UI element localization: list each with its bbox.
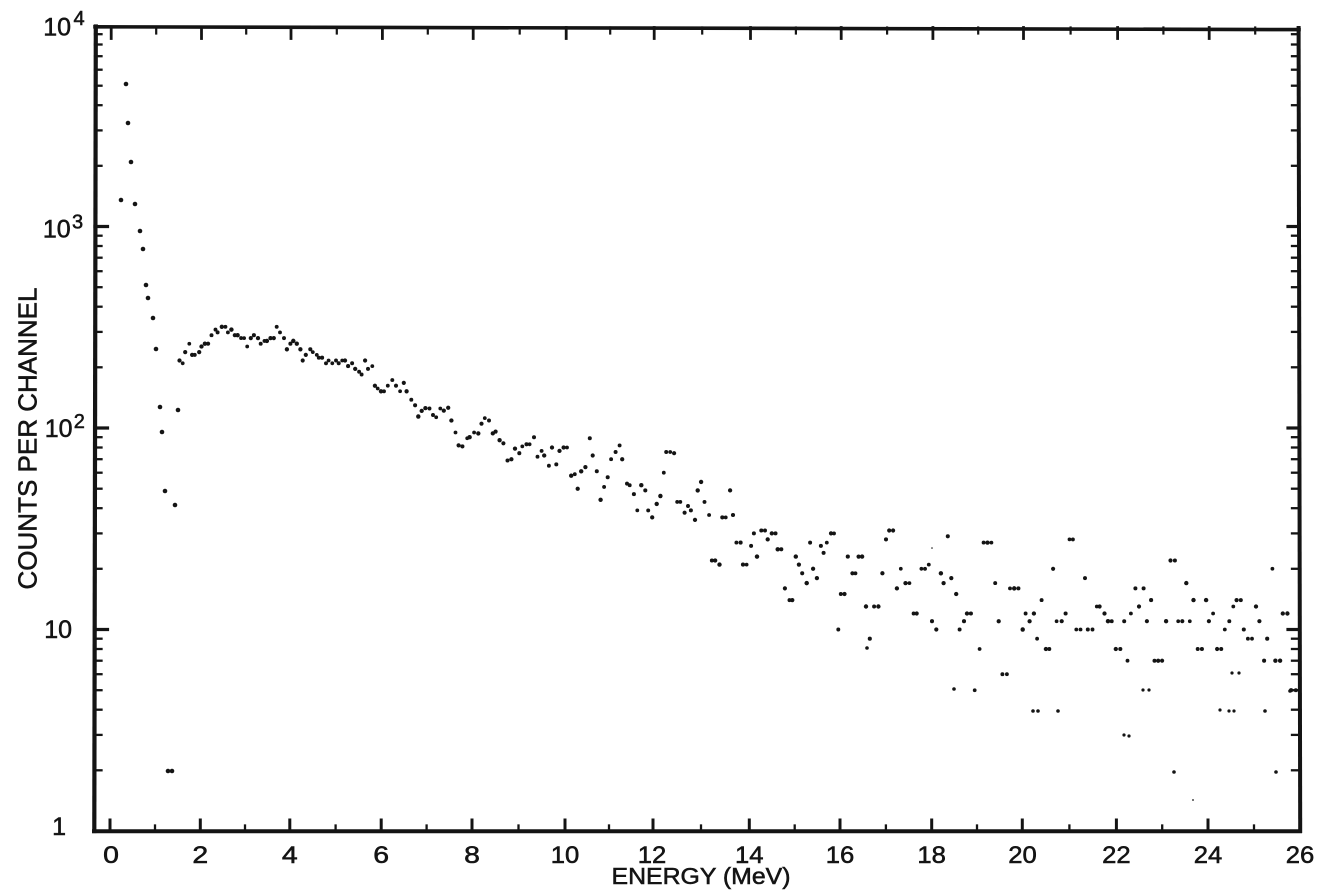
svg-text:10: 10 <box>43 216 71 244</box>
svg-text:2: 2 <box>192 842 208 869</box>
svg-text:8: 8 <box>464 842 480 869</box>
svg-text:3: 3 <box>72 212 83 234</box>
svg-text:18: 18 <box>917 842 946 869</box>
svg-text:16: 16 <box>826 842 855 869</box>
svg-text:10: 10 <box>43 14 71 42</box>
svg-text:26: 26 <box>1286 842 1315 869</box>
svg-text:10: 10 <box>551 842 580 869</box>
svg-text:6: 6 <box>373 842 389 869</box>
svg-text:1: 1 <box>52 813 66 841</box>
svg-text:2: 2 <box>74 411 85 433</box>
svg-text:4: 4 <box>74 8 85 30</box>
svg-text:24: 24 <box>1194 842 1223 869</box>
svg-text:20: 20 <box>1008 842 1037 869</box>
svg-text:14: 14 <box>735 842 764 869</box>
svg-text:ENERGY (MeV): ENERGY (MeV) <box>612 863 791 889</box>
svg-text:4: 4 <box>282 842 298 869</box>
svg-text:0: 0 <box>103 842 119 869</box>
svg-text:22: 22 <box>1102 842 1131 869</box>
svg-text:12: 12 <box>638 842 667 869</box>
svg-text:10: 10 <box>44 616 72 644</box>
svg-text:10: 10 <box>45 415 73 443</box>
svg-text:COUNTS PER CHANNEL: COUNTS PER CHANNEL <box>12 288 42 590</box>
